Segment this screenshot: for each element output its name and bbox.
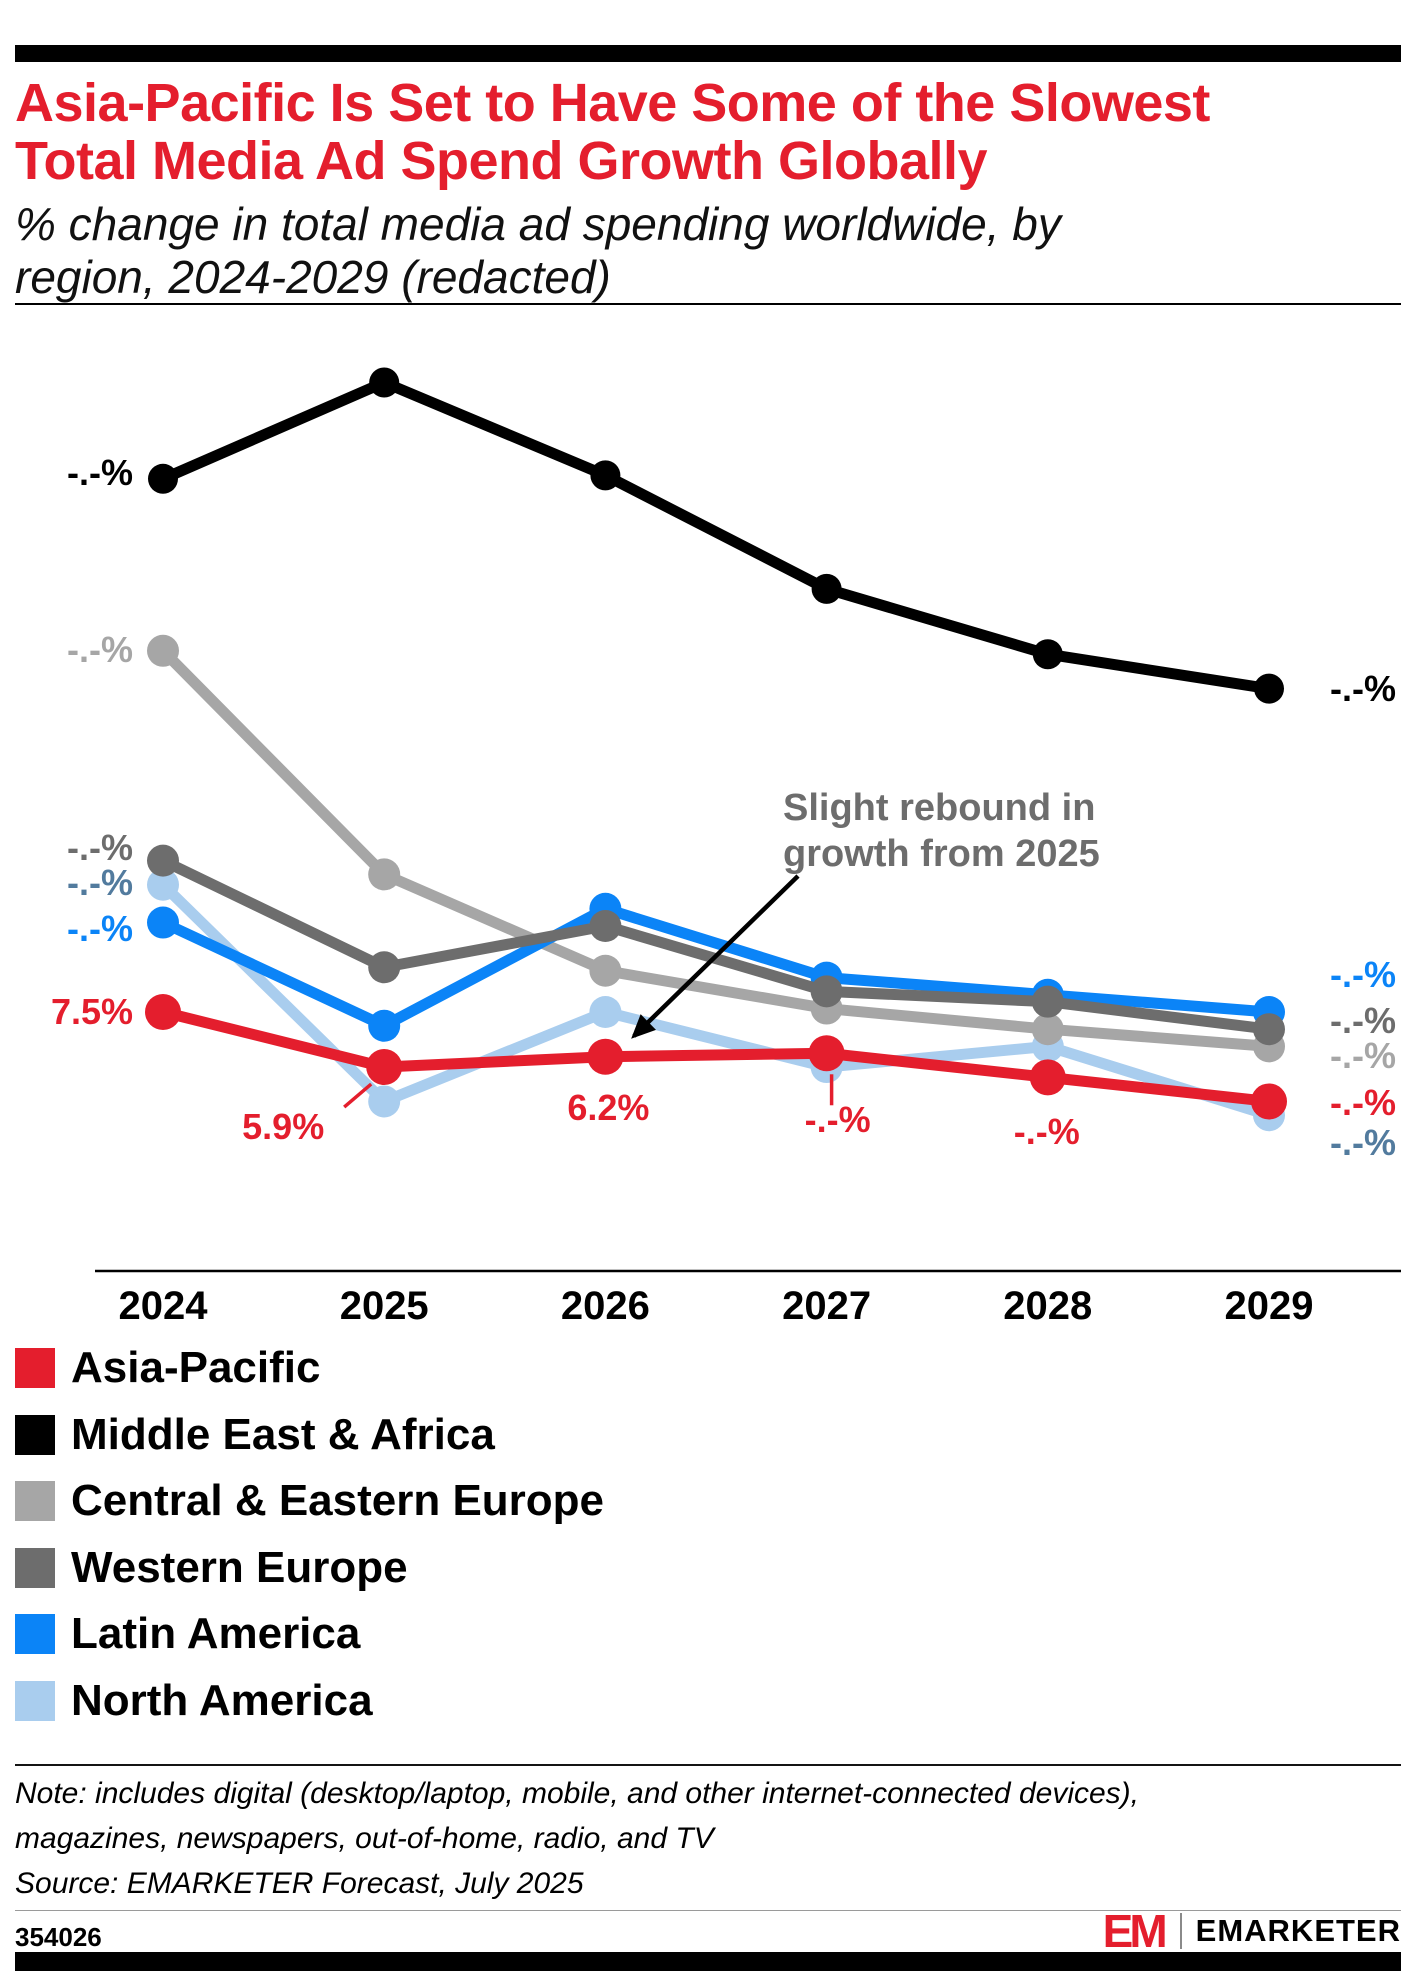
series-line-central-eastern-europe (157, 645, 1275, 1052)
legend-item-north-america: North America (15, 1675, 373, 1725)
value-label-end-central-eastern-europe: -.-% (1330, 1035, 1396, 1077)
value-label-start-central-eastern-europe: -.-% (67, 628, 133, 670)
legend-label: Western Europe (71, 1542, 408, 1592)
data-point-asia-pacific-2024 (145, 994, 181, 1030)
data-point-central-eastern-europe-2026 (589, 954, 622, 987)
note-divider (15, 1764, 1401, 1766)
subtitle-line-2: region, 2024-2029 (redacted) (15, 251, 611, 303)
legend-label: Latin America (71, 1609, 361, 1658)
footer-divider (15, 1910, 1401, 1911)
value-label-asia-pacific-2028: -.-% (1013, 1111, 1080, 1153)
data-point-western-europe-2028 (1031, 985, 1064, 1018)
legend-item-latin-america: Latin America (15, 1609, 361, 1658)
annotation-arrow (631, 874, 800, 1039)
legend-swatch-icon (15, 1481, 55, 1521)
logo-divider (1179, 1913, 1182, 1949)
data-point-middle-east-africa-2025 (369, 367, 400, 398)
series-line-north-america (157, 879, 1275, 1121)
data-point-middle-east-africa-2027 (811, 573, 842, 604)
value-label-asia-pacific-2027: -.-% (804, 1099, 871, 1141)
data-point-middle-east-africa-2026 (590, 460, 621, 491)
legend-swatch-icon (15, 1414, 55, 1455)
data-point-north-america-2025 (368, 1085, 401, 1118)
note-line-1: Note: includes digital (desktop/laptop, … (15, 1777, 1139, 1810)
page-title: Asia-Pacific Is Set to Have Some of the … (15, 74, 1405, 190)
source-line: Source: EMARKETER Forecast, July 2025 (15, 1867, 584, 1900)
data-point-western-europe-2025 (368, 951, 401, 984)
legend-swatch-icon (15, 1547, 55, 1588)
data-point-central-eastern-europe-2024 (147, 634, 179, 667)
legend-item-asia-pacific: Asia-Pacific (15, 1343, 321, 1392)
series-line-middle-east-africa (157, 376, 1275, 695)
value-label-end-asia-pacific: -.-% (1330, 1082, 1396, 1124)
series-line-latin-america (157, 903, 1275, 1032)
x-axis-label-2025: 2025 (339, 1284, 429, 1328)
chart-annotation: Slight rebound in growth from 2025 (783, 785, 1100, 877)
data-point-middle-east-africa-2028 (1032, 639, 1063, 670)
data-point-western-europe-2027 (810, 975, 843, 1008)
data-point-asia-pacific-2026 (587, 1038, 624, 1075)
x-axis-label-2028: 2028 (1003, 1284, 1093, 1328)
emarketer-logo-mark-icon: EM (1102, 1905, 1168, 1957)
value-label-start-north-america: -.-% (67, 861, 133, 903)
legend-label: North America (71, 1675, 373, 1725)
data-point-asia-pacific-2029 (1251, 1083, 1287, 1120)
value-label-end-north-america: -.-% (1330, 1122, 1396, 1164)
data-point-asia-pacific-2028 (1029, 1059, 1066, 1096)
value-label-end-latin-america: -.-% (1330, 954, 1396, 995)
legend-label: Asia-Pacific (71, 1343, 321, 1392)
annotation-line-2: growth from 2025 (783, 833, 1100, 875)
value-label-end-western-europe: -.-% (1330, 1000, 1396, 1042)
legend-swatch-icon (15, 1680, 55, 1721)
data-point-central-eastern-europe-2025 (368, 858, 401, 891)
subtitle-line-1: % change in total media ad spending worl… (15, 198, 1061, 250)
value-label-end-middle-east-africa: -.-% (1330, 667, 1396, 709)
value-label-asia-pacific-2025: 5.9% (242, 1106, 325, 1148)
bottom-rule-bar (15, 1952, 1401, 1971)
value-label-start-middle-east-africa: -.-% (67, 451, 133, 493)
title-line-2: Total Media Ad Spend Growth Globally (15, 131, 988, 191)
chart-id: 354026 (15, 1922, 102, 1952)
value-label-start-asia-pacific: 7.5% (50, 991, 133, 1032)
x-axis-label-2026: 2026 (560, 1284, 650, 1328)
data-point-western-europe-2026 (589, 910, 622, 942)
data-point-western-europe-2029 (1253, 1013, 1285, 1046)
emarketer-logo: EM EMARKETER (1103, 1905, 1401, 1957)
label-leader-line (343, 1082, 373, 1109)
x-axis-label-2029: 2029 (1224, 1284, 1314, 1328)
data-point-central-eastern-europe-2028 (1031, 1013, 1064, 1046)
x-axis-label-2027: 2027 (782, 1284, 872, 1328)
data-point-middle-east-africa-2024 (148, 463, 178, 494)
data-point-latin-america-2025 (368, 1009, 401, 1042)
emarketer-wordmark: EMARKETER (1195, 1913, 1401, 1948)
top-rule-bar (15, 45, 1401, 62)
series-line-asia-pacific (157, 1006, 1275, 1107)
legend-swatch-icon (15, 1614, 55, 1654)
data-point-north-america-2024 (147, 868, 179, 901)
value-label-start-latin-america: -.-% (67, 907, 133, 949)
legend-swatch-icon (15, 1348, 55, 1388)
data-point-western-europe-2024 (147, 844, 179, 877)
chart-note: Note: includes digital (desktop/laptop, … (15, 1771, 1405, 1906)
header-divider (15, 303, 1401, 305)
data-point-north-america-2026 (589, 996, 622, 1028)
legend-label: Central & Eastern Europe (71, 1476, 605, 1525)
page-subtitle: % change in total media ad spending worl… (15, 198, 1405, 304)
data-point-asia-pacific-2025 (366, 1049, 403, 1086)
legend-item-central-eastern-europe: Central & Eastern Europe (15, 1476, 605, 1525)
legend-item-western-europe: Western Europe (15, 1542, 408, 1592)
data-point-middle-east-africa-2029 (1254, 673, 1284, 704)
value-label-start-western-europe: -.-% (67, 826, 133, 868)
data-point-latin-america-2024 (147, 906, 179, 939)
note-line-2: magazines, newspapers, out-of-home, radi… (15, 1822, 714, 1855)
value-label-asia-pacific-2026: 6.2% (567, 1086, 650, 1128)
legend-item-middle-east-africa: Middle East & Africa (15, 1409, 495, 1459)
annotation-line-1: Slight rebound in (783, 787, 1096, 829)
title-line-1: Asia-Pacific Is Set to Have Some of the … (15, 73, 1210, 133)
x-axis-label-2024: 2024 (118, 1284, 208, 1328)
data-point-asia-pacific-2027 (808, 1035, 845, 1072)
legend-label: Middle East & Africa (71, 1409, 495, 1459)
